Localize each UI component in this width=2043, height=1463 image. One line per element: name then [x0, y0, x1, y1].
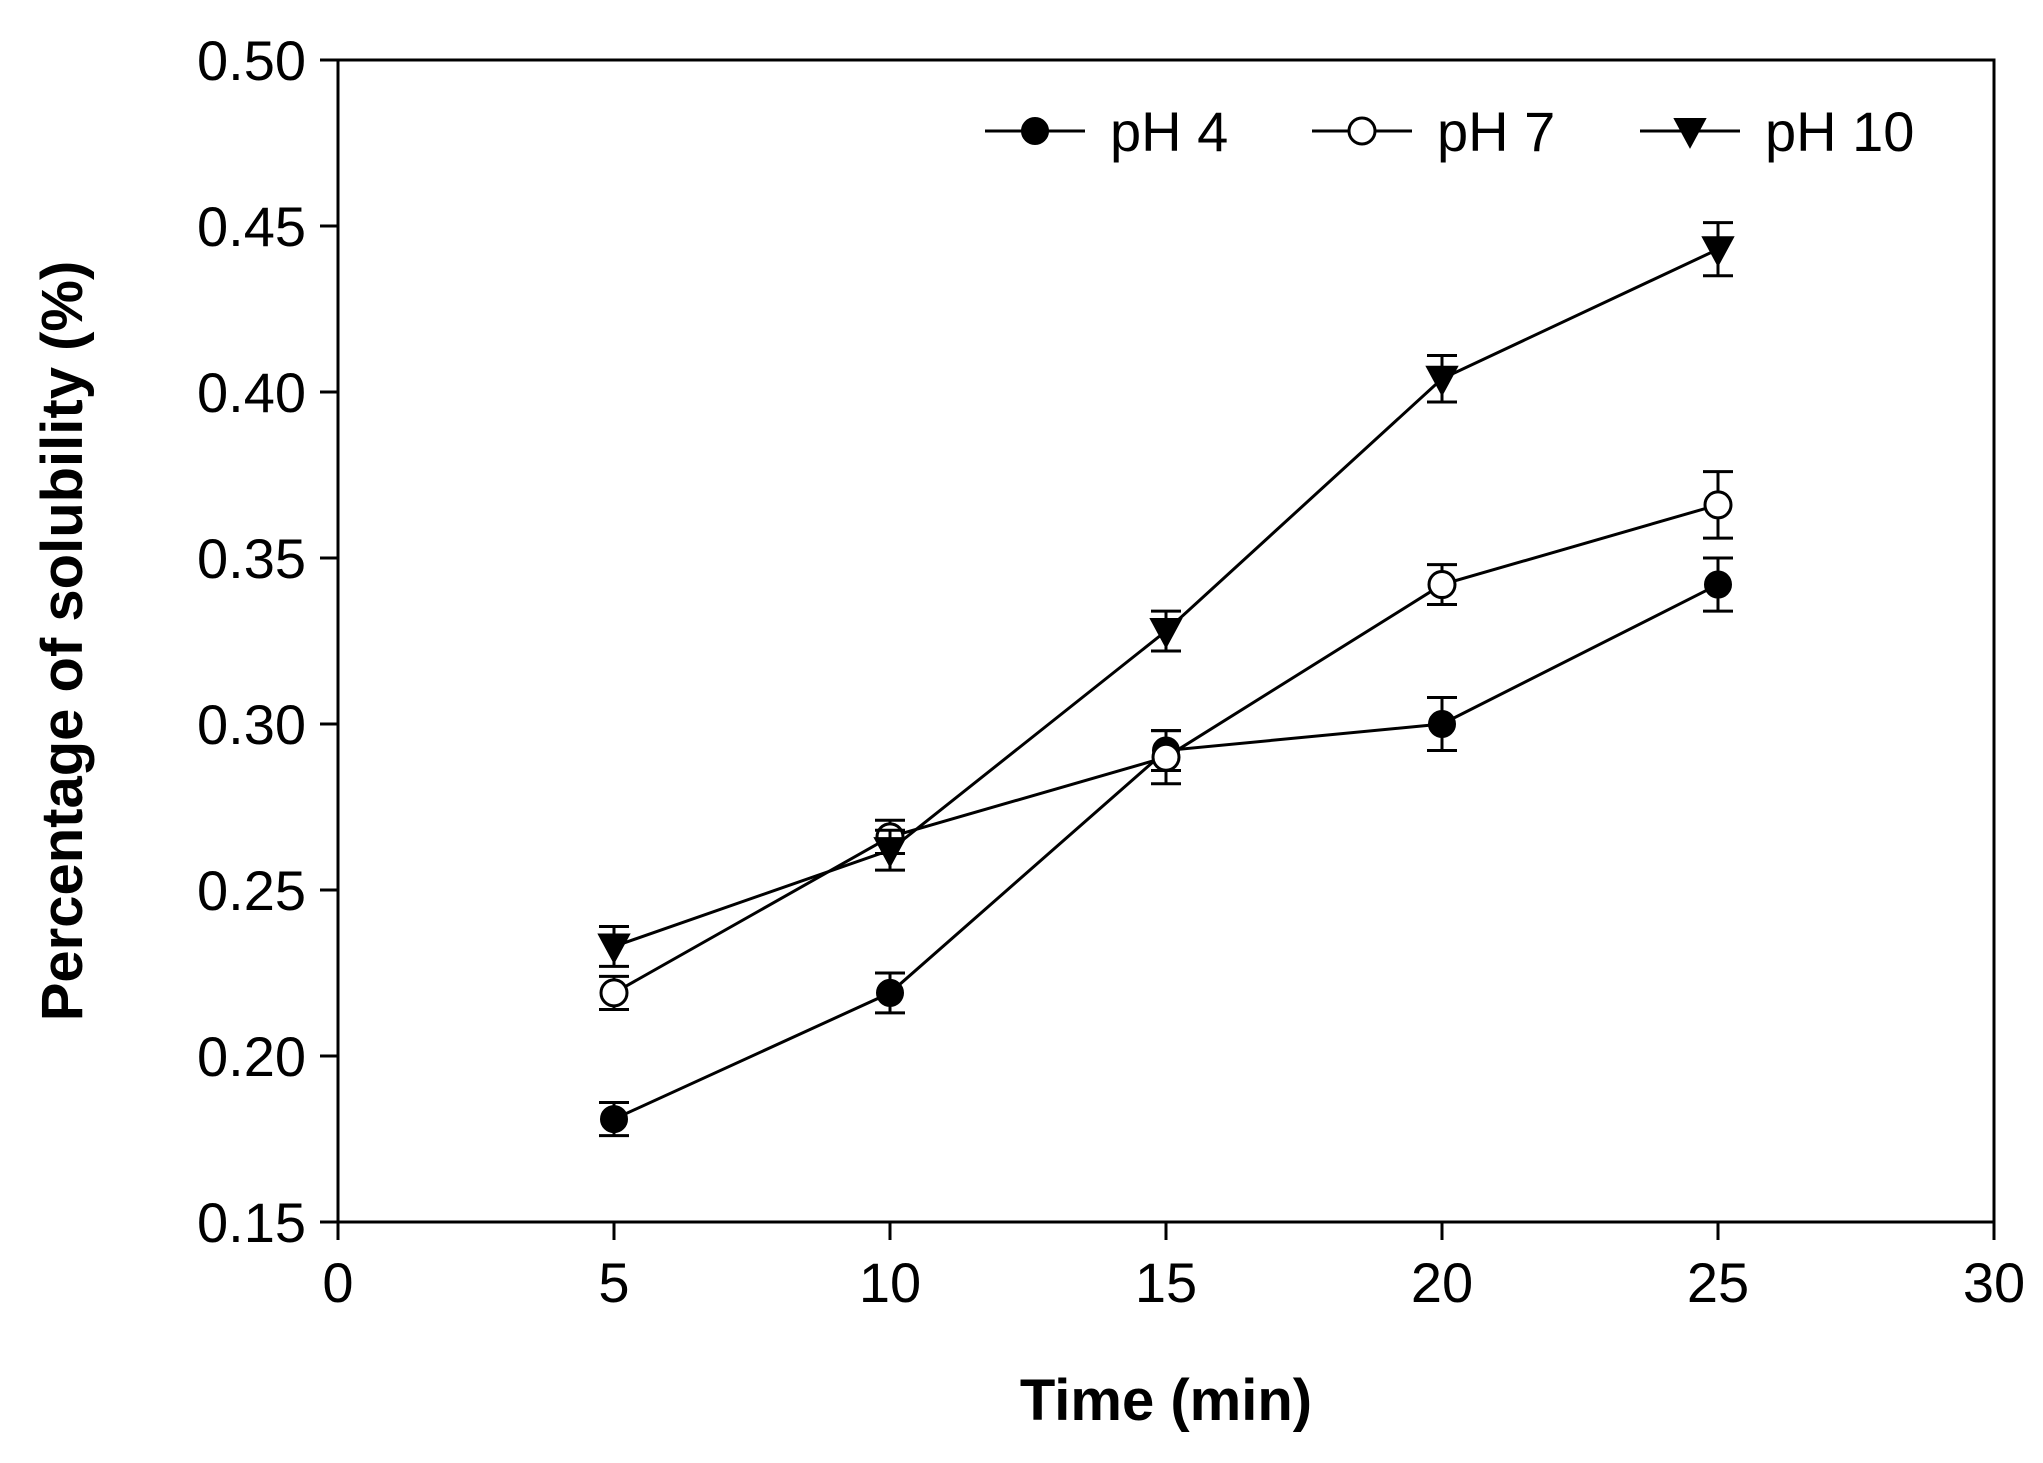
series-ph-7	[599, 470, 1733, 1012]
legend-label: pH 7	[1437, 100, 1555, 163]
y-tick-label: 0.45	[197, 195, 306, 258]
y-tick-label: 0.20	[197, 1025, 306, 1088]
y-tick-label: 0.50	[197, 29, 306, 92]
series-layer	[597, 221, 1735, 1138]
legend-marker	[1347, 116, 1377, 146]
y-tick-label: 0.35	[197, 527, 306, 590]
data-point-ph-10	[597, 933, 631, 965]
data-point-ph-7	[1427, 570, 1457, 600]
x-tick-label: 25	[1687, 1251, 1749, 1314]
data-point-ph-10	[1425, 365, 1459, 397]
legend-item-ph-10: pH 10	[1640, 100, 1914, 163]
x-tick-label: 30	[1963, 1251, 2025, 1314]
legend-item-ph-4: pH 4	[985, 100, 1228, 163]
y-axis: 0.15 0.20 0.25 0.30 0.35 0.40 0.45 0.50	[197, 29, 338, 1254]
x-axis-title: Time (min)	[1020, 1368, 1312, 1433]
data-point-ph-4	[1704, 570, 1732, 599]
data-point-ph-10	[1701, 236, 1735, 268]
legend-marker	[1021, 117, 1049, 145]
x-tick-label: 20	[1411, 1251, 1473, 1314]
legend-label: pH 4	[1110, 100, 1228, 163]
series-ph-10	[597, 221, 1735, 968]
data-point-ph-10	[1149, 618, 1183, 649]
x-tick-label: 15	[1135, 1251, 1197, 1314]
y-tick-label: 0.25	[197, 859, 306, 922]
series-line-ph-4	[613, 583, 1719, 1121]
data-point-ph-4	[600, 1105, 628, 1134]
data-point-ph-4	[1428, 710, 1456, 738]
data-point-ph-7	[1151, 742, 1181, 772]
data-point-ph-7	[599, 978, 629, 1008]
data-point-ph-10	[873, 837, 907, 869]
legend: pH 4 pH 7 pH 10	[985, 100, 1914, 163]
y-tick-label: 0.15	[197, 1191, 306, 1254]
data-point-ph-4	[876, 978, 904, 1007]
series-line-ph-10	[613, 247, 1719, 948]
y-axis-title: Percentage of solubility (%)	[30, 261, 95, 1022]
x-tick-label: 5	[598, 1251, 629, 1314]
x-tick-label: 0	[322, 1251, 353, 1314]
legend-marker	[1673, 118, 1707, 149]
legend-item-ph-7: pH 7	[1312, 100, 1555, 163]
legend-label: pH 10	[1765, 100, 1914, 163]
y-tick-label: 0.30	[197, 693, 306, 756]
data-point-ph-7	[1703, 490, 1733, 520]
x-axis: 0 5 10 15 20 25 30	[322, 1222, 2025, 1314]
y-tick-label: 0.40	[197, 361, 306, 424]
x-tick-label: 10	[859, 1251, 921, 1314]
